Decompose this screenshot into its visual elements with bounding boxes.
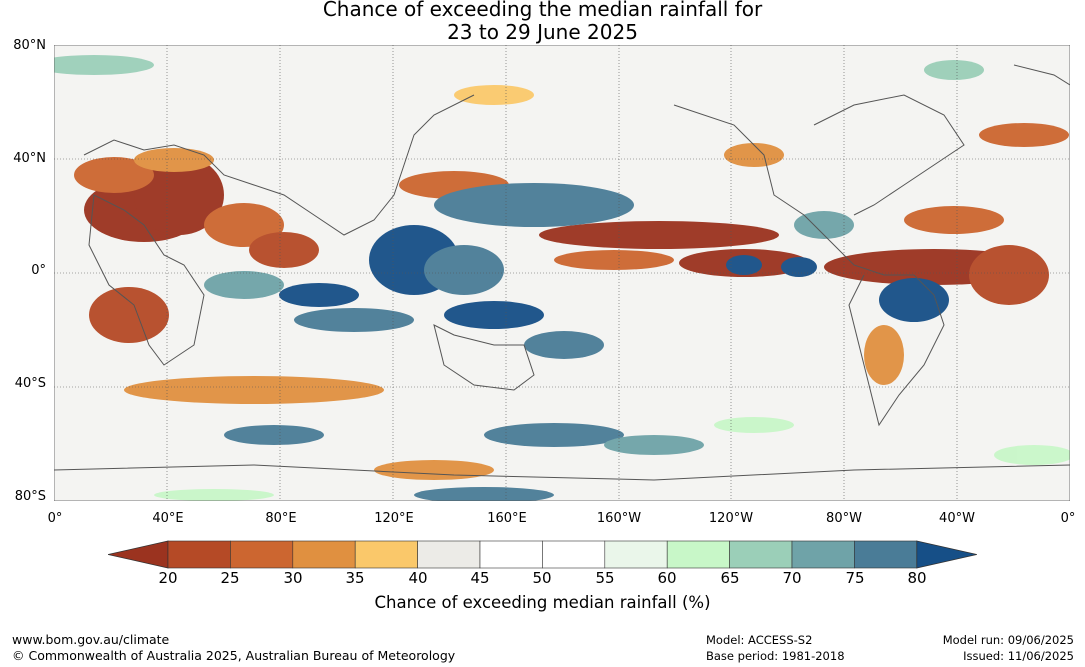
lon-label-120e: 120°E bbox=[374, 511, 414, 526]
lat-label-0: 0° bbox=[31, 263, 46, 278]
colorbar-cell bbox=[167, 540, 231, 569]
lon-label-80w: 80°W bbox=[826, 511, 862, 526]
colorbar-cell bbox=[354, 540, 418, 569]
colorbar-cell bbox=[729, 540, 793, 569]
lon-label-40e: 40°E bbox=[152, 511, 184, 526]
colorbar-cell bbox=[292, 540, 356, 569]
colorbar-extend-high bbox=[916, 540, 977, 569]
colorbar-cell bbox=[666, 540, 730, 569]
colorbar-tick-50: 50 bbox=[532, 569, 552, 587]
colorbar-tick-40: 40 bbox=[408, 569, 428, 587]
colorbar-cell bbox=[417, 540, 481, 569]
colorbar-tick-20: 20 bbox=[158, 569, 178, 587]
footer-model-run: Model run: 09/06/2025 bbox=[942, 633, 1074, 647]
colorbar-tick-75: 75 bbox=[845, 569, 865, 587]
lon-label-160w: 160°W bbox=[596, 511, 642, 526]
colorbar-tick-45: 45 bbox=[470, 569, 490, 587]
lat-label-40s: 40°S bbox=[14, 376, 46, 391]
lat-label-40n: 40°N bbox=[13, 151, 46, 166]
map-title-line-2: 23 to 29 June 2025 bbox=[447, 20, 638, 44]
footer-url: www.bom.gov.au/climate bbox=[12, 632, 170, 647]
colorbar-cell bbox=[230, 540, 294, 569]
footer-copyright: © Commonwealth of Australia 2025, Austra… bbox=[12, 648, 456, 663]
map-title-line-1: Chance of exceeding the median rainfall … bbox=[322, 0, 763, 21]
footer-model: Model: ACCESS-S2 bbox=[706, 633, 813, 647]
colorbar-cell bbox=[604, 540, 668, 569]
lon-label-40w: 40°W bbox=[939, 511, 975, 526]
colorbar-label: Chance of exceeding median rainfall (%) bbox=[374, 593, 711, 612]
colorbar-tick-65: 65 bbox=[720, 569, 740, 587]
colorbar-tick-30: 30 bbox=[283, 569, 303, 587]
colorbar-tick-35: 35 bbox=[345, 569, 365, 587]
footer-base-period: Base period: 1981-2018 bbox=[706, 649, 845, 663]
lat-label-80n: 80°N bbox=[13, 38, 46, 53]
colorbar-cell bbox=[479, 540, 543, 569]
gridlines bbox=[54, 45, 1070, 501]
colorbar-tick-25: 25 bbox=[220, 569, 240, 587]
colorbar-cell bbox=[791, 540, 855, 569]
colorbar-tick-60: 60 bbox=[657, 569, 677, 587]
colorbar bbox=[108, 540, 977, 569]
colorbar-extend-low bbox=[108, 540, 169, 569]
lon-label-0-east: 0° bbox=[1060, 511, 1076, 526]
lon-label-120w: 120°W bbox=[708, 511, 754, 526]
colorbar-tick-80: 80 bbox=[907, 569, 927, 587]
footer-issued: Issued: 11/06/2025 bbox=[963, 649, 1074, 663]
colorbar-tick-55: 55 bbox=[595, 569, 615, 587]
lon-label-160e: 160°E bbox=[487, 511, 527, 526]
lon-label-0-west: 0° bbox=[47, 511, 63, 526]
rainfall-probability-map bbox=[54, 45, 1070, 501]
rainfall-anomaly-fields bbox=[54, 55, 1070, 501]
colorbar-cell bbox=[542, 540, 606, 569]
lon-label-80e: 80°E bbox=[265, 511, 297, 526]
lat-label-80s: 80°S bbox=[14, 489, 46, 504]
colorbar-cell bbox=[854, 540, 918, 569]
colorbar-tick-70: 70 bbox=[782, 569, 802, 587]
coastlines bbox=[54, 64, 1070, 481]
colorbar-cells bbox=[108, 540, 977, 569]
